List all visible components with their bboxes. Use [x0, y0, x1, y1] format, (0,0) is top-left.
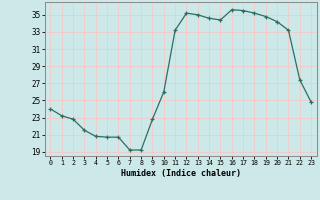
X-axis label: Humidex (Indice chaleur): Humidex (Indice chaleur): [121, 169, 241, 178]
